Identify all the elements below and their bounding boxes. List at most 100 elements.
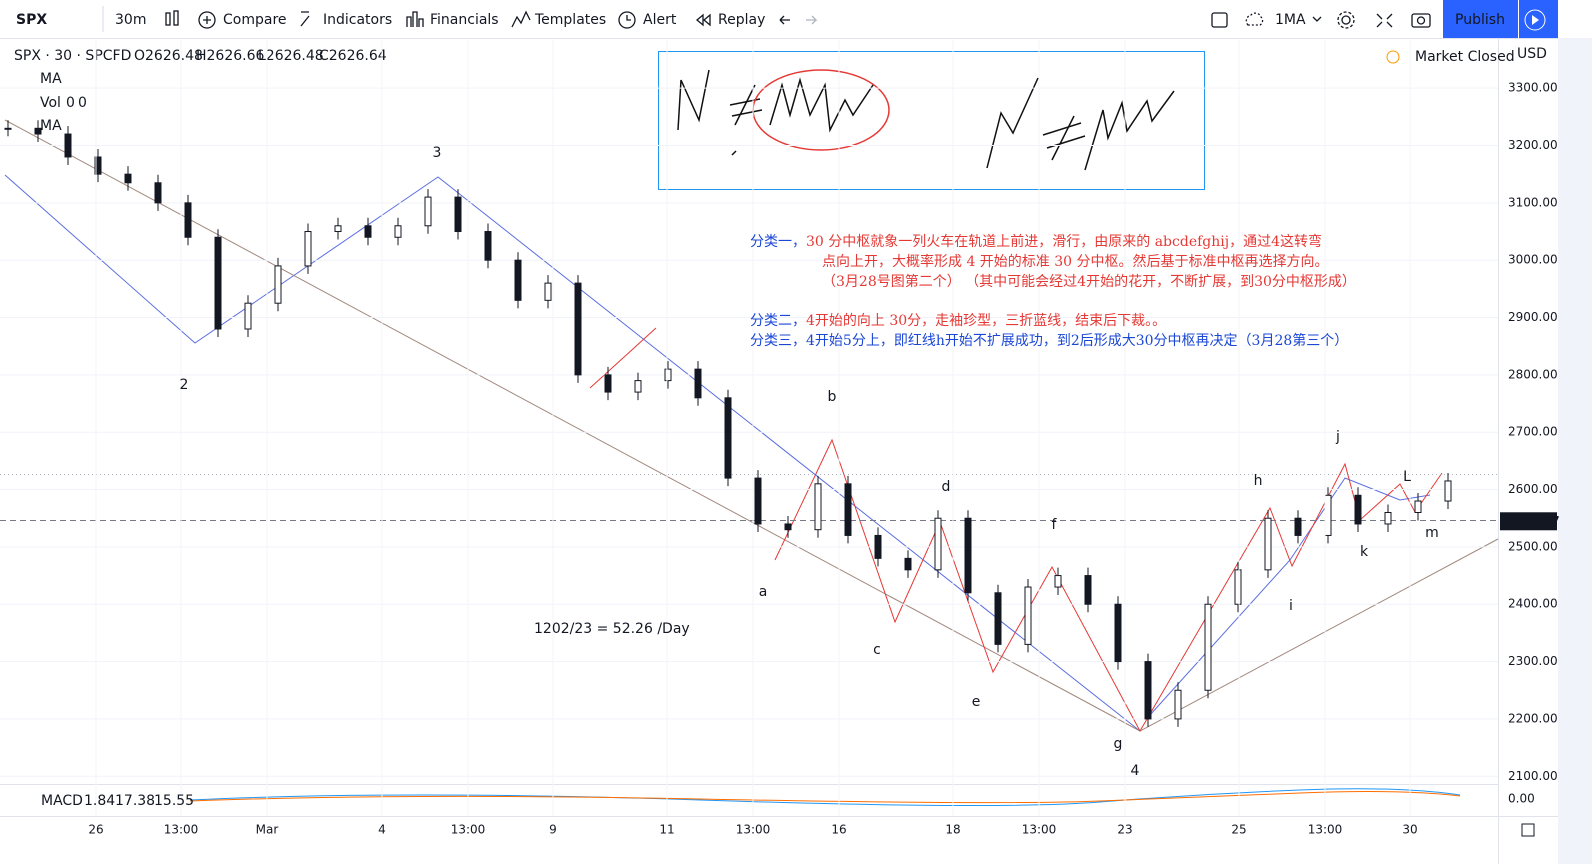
candle [1144, 661, 1152, 720]
candle [1354, 494, 1362, 525]
wave-label: e [972, 694, 981, 710]
wave-label: a [759, 584, 768, 600]
price-tick-label: 2800.00 [1508, 367, 1558, 381]
play-icon [1524, 9, 1546, 31]
last-price: 2544.67 [1505, 514, 1560, 528]
toolbar-button[interactable]: Financials [430, 12, 499, 28]
wave-label: k [1360, 544, 1369, 560]
candle [904, 557, 912, 571]
wave-label: 4 [1131, 763, 1140, 779]
status-icon [1386, 50, 1400, 64]
publish[interactable]: Publish [1455, 12, 1505, 28]
ma-label: MA [40, 71, 62, 87]
toolbar-button[interactable]: Alert [643, 12, 677, 28]
trend-lines [4, 119, 1499, 733]
toolbar-button[interactable]: Compare [223, 12, 287, 28]
toolbar-button[interactable]: Indicators [323, 12, 392, 28]
wave-label: L [1403, 469, 1411, 485]
status: Market Closed [1415, 49, 1515, 65]
ohlc: O2626.48 [134, 48, 203, 64]
candle [244, 302, 252, 330]
publish-button[interactable] [1443, 0, 1518, 38]
legend-title: SPX · 30 · SPCFD [14, 48, 131, 64]
time-label: 16 [831, 823, 846, 837]
settings-icon[interactable] [1521, 823, 1535, 837]
candle [724, 397, 732, 479]
candle [1084, 575, 1092, 605]
currency: USD [1517, 46, 1547, 62]
macd-label: MACD [41, 793, 83, 809]
candle [1324, 494, 1332, 536]
time-label: 13:00 [164, 823, 199, 837]
time-label: Mar [256, 823, 279, 837]
ohlc: C2626.64 [319, 48, 387, 64]
time-label: 13:00 [451, 823, 486, 837]
price-tick-label: 3200.00 [1508, 138, 1558, 152]
annotation-text: 4开始的向上 30分，走袖珍型，三折蓝线，结束后下裁。。 [806, 313, 1166, 329]
wave-label: b [828, 389, 837, 405]
candle [484, 231, 492, 261]
candle [304, 231, 312, 267]
candle [1234, 569, 1242, 605]
price-tick-label: 2400.00 [1508, 597, 1558, 611]
wave-label: i [1289, 598, 1293, 614]
candle [1414, 500, 1422, 513]
candle [1264, 517, 1272, 571]
price-tick-label: 2900.00 [1508, 310, 1558, 324]
play-icon-tri [1532, 15, 1539, 25]
candle [1294, 517, 1302, 536]
candle [784, 523, 792, 531]
macd-value: 15.55 [154, 793, 194, 809]
candle [64, 133, 72, 158]
price-tick-label: 3100.00 [1508, 195, 1558, 209]
symbol[interactable]: SPX [16, 12, 47, 28]
candle [634, 380, 642, 393]
price-tick-label: 2500.00 [1508, 539, 1558, 553]
wave-label: c [873, 642, 881, 658]
candle [664, 368, 672, 382]
time-label: 13:00 [1308, 823, 1343, 837]
candle [1384, 511, 1392, 525]
candle [1444, 480, 1452, 502]
time-label: 25 [1231, 823, 1246, 837]
candle [604, 374, 612, 393]
candle [184, 202, 192, 238]
price-tick-label: 3300.00 [1508, 81, 1558, 95]
candle [214, 236, 222, 330]
macd-zero: 0.00 [1508, 792, 1535, 806]
candle [844, 483, 852, 536]
time-label: 13:00 [736, 823, 771, 837]
candle [274, 265, 282, 304]
annotation-text: （3月28号图第二个） （其中可能会经过4开始的花开，不断扩展，到30分中枢形成… [822, 273, 1356, 290]
candle [1174, 689, 1182, 720]
image-box [658, 51, 1205, 190]
price-tick-label: 2200.00 [1508, 711, 1558, 725]
interval[interactable]: 30m [115, 12, 146, 28]
annotation-prefix: 分类二， [750, 313, 806, 329]
toolbar-button[interactable]: Templates [534, 12, 606, 28]
annotation-text: 点向上开，大概率形成 4 开始的标准 30 分中枢。然后基于标准中枢再选择方向。 [822, 253, 1329, 270]
price-tick-label: 2100.00 [1508, 769, 1558, 783]
annotation-text: 30 分中枢就象一列火车在轨道上前进，滑行，由原来的 abcdefghij，通过… [806, 233, 1322, 250]
vol-label: Vol [40, 95, 61, 111]
vol-value: 0 [66, 95, 75, 111]
time-label: 4 [378, 823, 386, 837]
ma-label: MA [40, 118, 62, 134]
candle [934, 517, 942, 571]
annotation: 点向上开，大概率形成 4 开始的标准 30 分中枢。然后基于标准中枢再选择方向。 [822, 253, 1329, 270]
macd-plot [189, 788, 1461, 807]
candle [394, 225, 402, 238]
annotation: （3月28号图第二个） （其中可能会经过4开始的花开，不断扩展，到30分中枢形成… [822, 273, 1356, 290]
template[interactable]: 1MA [1275, 12, 1306, 28]
candle [154, 182, 162, 204]
candle [34, 127, 42, 135]
time-label: 9 [549, 823, 557, 837]
toolbar-button[interactable]: Replay [718, 12, 765, 28]
candle [964, 517, 972, 594]
annotation-prefix: 分类三， [750, 333, 806, 349]
candle [1114, 603, 1122, 663]
wave-label: f [1052, 517, 1058, 533]
candle [574, 282, 582, 376]
